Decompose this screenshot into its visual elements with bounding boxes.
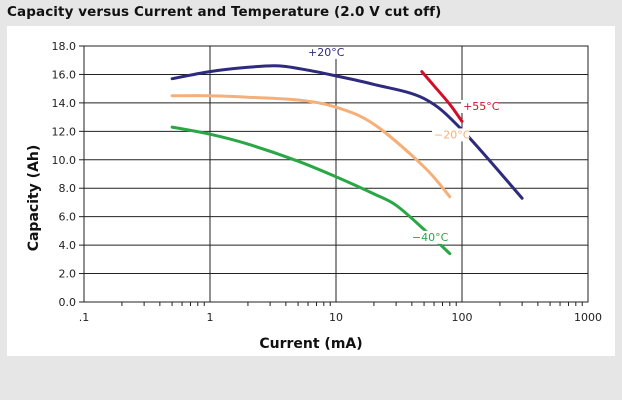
series-line-40c <box>170 125 452 256</box>
series-annotation: −40°C <box>412 231 449 244</box>
annotation-bg <box>409 230 447 244</box>
annotation-bg <box>432 128 470 142</box>
annotation-bg <box>461 100 499 113</box>
chart-title: Capacity versus Current and Temperature … <box>7 4 442 20</box>
y-tick-label: 14.0 <box>52 97 77 110</box>
series-annotation: +20°C <box>308 46 345 59</box>
annotation-bg <box>306 45 344 59</box>
y-tick-label: 18.0 <box>52 40 77 53</box>
y-tick-label: 4.0 <box>59 239 77 252</box>
y-tick-label: 10.0 <box>52 154 77 167</box>
series-line-55c <box>420 70 464 123</box>
tick-layer: 0.0 2.0 4.0 6.0 8.0 10.0 12.0 14.0 16.0 18.0 .1 1 10… <box>52 40 603 324</box>
x-tick-label: 10 <box>329 311 343 324</box>
x-tick-label: 1 <box>207 311 214 324</box>
x-tick-label: .1 <box>79 311 90 324</box>
grid <box>83 45 589 303</box>
series-annotation: −20°C <box>434 128 471 141</box>
y-tick-label: 0.0 <box>59 296 77 309</box>
x-axis-title: Current (mA) <box>259 336 362 352</box>
series-line-20c <box>170 94 452 199</box>
chart-panel <box>7 26 615 356</box>
plot-frame <box>83 45 589 303</box>
x-tick-label: 100 <box>452 311 473 324</box>
y-tick-label: 2.0 <box>59 268 77 281</box>
y-axis-title: Capacity (Ah) <box>26 145 42 252</box>
y-tick-label: 12.0 <box>52 125 77 138</box>
y-tick-label: 16.0 <box>52 68 77 81</box>
series-line-20c <box>170 64 524 200</box>
series-layer: +20°C +55°C −20°C −40°C <box>170 45 524 256</box>
x-tick-label: 1000 <box>574 311 602 324</box>
y-tick-label: 8.0 <box>59 182 77 195</box>
series-annotation: +55°C <box>463 100 500 113</box>
y-tick-label: 6.0 <box>59 211 77 224</box>
